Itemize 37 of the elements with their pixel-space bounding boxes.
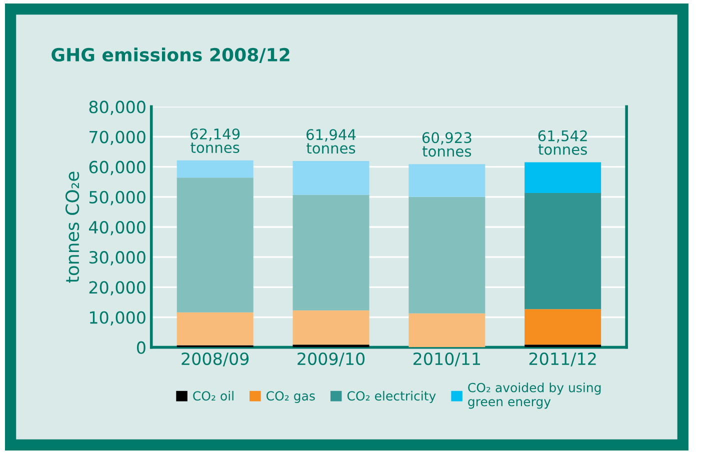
- bar: [524, 344, 602, 348]
- bar: [408, 164, 486, 197]
- chart-title: GHG emissions 2008/12: [52, 48, 290, 63]
- y-tick-label: 80,000: [89, 100, 146, 115]
- total-label: 60,923 tonnes: [422, 132, 472, 157]
- y-tick-label: 60,000: [89, 160, 146, 176]
- bar: [292, 194, 370, 310]
- y-tick-label: 40,000: [88, 220, 146, 236]
- y-tick-label: 0: [136, 341, 146, 354]
- bar: [292, 310, 370, 345]
- bar: [292, 161, 370, 195]
- bar: [176, 160, 254, 178]
- legend-label: CO₂ gas: [266, 391, 315, 404]
- y-tick-label: 70,000: [90, 130, 146, 146]
- legend-label: CO₂ oil: [193, 390, 234, 401]
- y-tick-label: 20,000: [89, 281, 146, 296]
- bar: [524, 162, 602, 194]
- total-label: 61,542 tonnes: [538, 130, 587, 155]
- y-tick-label: 10,000: [90, 311, 146, 326]
- total-label: 61,944 tonnes: [306, 129, 356, 154]
- bar: [292, 344, 370, 348]
- bar: [524, 309, 602, 345]
- x-tick-label: 2010/11: [414, 352, 480, 366]
- y-tick-label: 30,000: [89, 251, 146, 266]
- x-tick-label: 2009/10: [298, 352, 365, 366]
- bar: [408, 196, 486, 314]
- legend-label: CO₂ avoided by using green energy: [468, 382, 601, 409]
- legend-label: CO₂ electricity: [347, 390, 436, 404]
- bar: [176, 178, 254, 312]
- bar: [408, 313, 486, 348]
- y-tick-label: 50,000: [89, 190, 146, 206]
- x-tick-label: 2011/12: [529, 352, 596, 366]
- bar: [524, 193, 602, 310]
- y-axis-title: tonnes CO₂e: [65, 172, 80, 283]
- x-tick-label: 2008/09: [182, 352, 249, 366]
- total-label: 62,149 tonnes: [190, 128, 240, 154]
- bar: [176, 312, 254, 346]
